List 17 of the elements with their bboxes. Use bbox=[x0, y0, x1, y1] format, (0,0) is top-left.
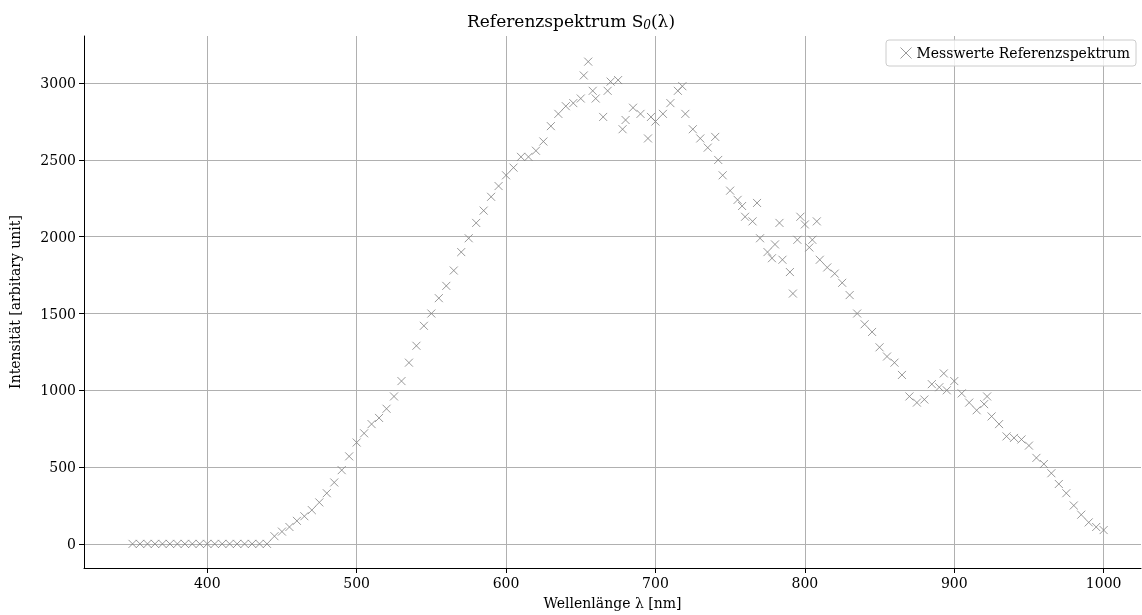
y-tick-label: 1500 bbox=[40, 305, 76, 322]
x-tick-label: 700 bbox=[642, 575, 669, 591]
x-tick-label: 900 bbox=[940, 575, 968, 591]
x-axis-title: Wellenlänge λ [nm] bbox=[543, 595, 682, 611]
x-tick-label: 400 bbox=[193, 575, 221, 591]
x-tick-label: 1000 bbox=[1085, 575, 1122, 591]
y-tick-label: 2500 bbox=[40, 151, 76, 168]
y-tick-label: 1000 bbox=[40, 382, 76, 399]
y-tick-label: 2000 bbox=[40, 228, 76, 245]
x-tick-label: 800 bbox=[791, 575, 819, 591]
x-tick-label: 600 bbox=[492, 575, 520, 591]
y-tick-label: 500 bbox=[49, 459, 76, 476]
y-tick-label: 0 bbox=[67, 535, 76, 552]
legend-label: Messwerte Referenzspektrum bbox=[916, 45, 1130, 61]
y-axis-title: Intensität [arbitary unit] bbox=[7, 215, 23, 389]
x-tick-label: 500 bbox=[343, 575, 371, 591]
y-tick-label: 3000 bbox=[40, 75, 76, 92]
